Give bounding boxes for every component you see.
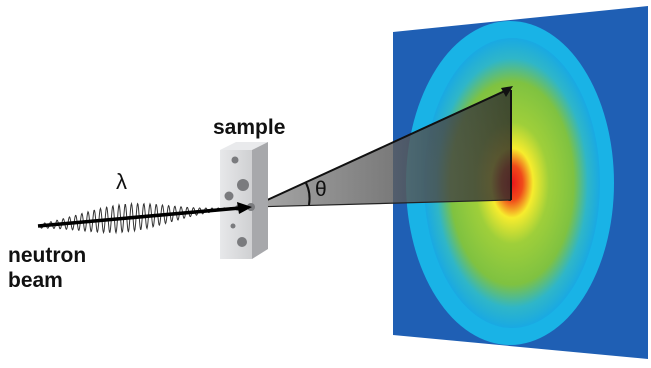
scattered-ray-arrowhead — [501, 86, 513, 97]
sample-block-side — [252, 142, 268, 259]
neutron-beam-label-line2: beam — [8, 269, 63, 292]
neutron-beam-label: neutron beam — [8, 243, 86, 293]
sample-label: sample — [213, 116, 286, 139]
wavelength-symbol: λ — [116, 169, 127, 194]
incident-beam-arrow — [37, 206, 241, 228]
neutron-beam-label-line1: neutron — [8, 244, 87, 267]
angle-arc — [305, 182, 311, 206]
sample-block-front — [220, 150, 252, 259]
incident-beam-arrowhead — [237, 202, 252, 214]
transmitted-ray — [251, 199, 512, 208]
scattered-ray — [251, 89, 508, 208]
scattering-angle-symbol: θ — [315, 178, 327, 201]
